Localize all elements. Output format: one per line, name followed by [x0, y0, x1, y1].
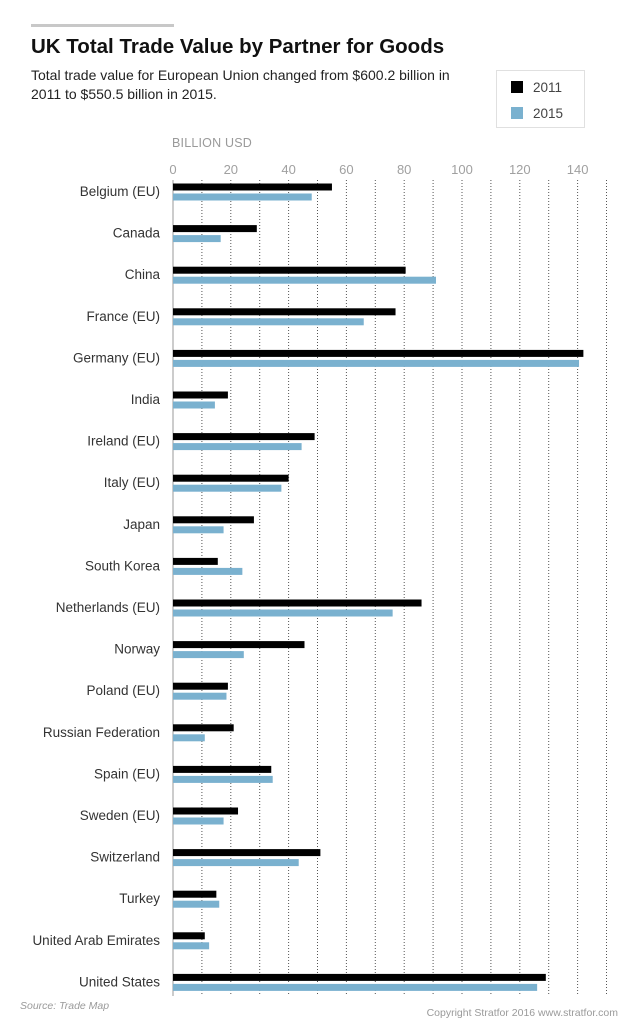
legend-label-2011: 2011 — [533, 79, 563, 95]
category-label: Spain (EU) — [94, 766, 160, 781]
bar-2011 — [173, 433, 315, 441]
bar-2011 — [173, 308, 396, 316]
x-tick-label-120: 120 — [509, 162, 531, 177]
bar-2015 — [173, 193, 312, 201]
bar-2011 — [173, 765, 272, 773]
legend-item-2011: 2011 — [511, 79, 562, 95]
bar-2015 — [173, 235, 221, 243]
category-label: Canada — [113, 226, 161, 241]
bar-2015 — [173, 401, 215, 409]
bar-2011 — [173, 890, 217, 898]
legend-swatch-2015 — [511, 107, 523, 119]
bar-2015 — [173, 609, 393, 617]
top-rule — [31, 24, 174, 27]
bar-2011 — [173, 349, 584, 357]
category-label: Ireland (EU) — [87, 434, 160, 449]
bar-2015 — [173, 692, 227, 700]
copyright-note: Copyright Stratfor 2016 www.stratfor.com — [426, 1007, 618, 1019]
bar-2015 — [173, 775, 273, 783]
x-tick-label-80: 80 — [397, 162, 411, 177]
chart-title: UK Total Trade Value by Partner for Good… — [31, 35, 445, 58]
category-label: Russian Federation — [43, 725, 160, 740]
bar-2015 — [173, 859, 299, 867]
bar-2011 — [173, 516, 254, 524]
legend-label-2015: 2015 — [533, 105, 564, 121]
category-label: Italy (EU) — [104, 475, 160, 490]
category-label: France (EU) — [86, 309, 160, 324]
bar-2011 — [173, 849, 321, 857]
category-label: Turkey — [119, 891, 160, 906]
x-tick-label-0: 0 — [169, 162, 176, 177]
category-label: Norway — [114, 642, 160, 657]
x-tick-label-20: 20 — [224, 162, 238, 177]
source-note: Source: Trade Map — [20, 1000, 110, 1012]
x-tick-label-100: 100 — [451, 162, 473, 177]
bar-2011 — [173, 641, 305, 649]
bar-2011 — [173, 391, 228, 399]
category-label: China — [125, 267, 161, 282]
bar-2011 — [173, 474, 289, 482]
bar-2015 — [173, 526, 224, 534]
bar-2015 — [173, 651, 244, 659]
bar-2011 — [173, 724, 234, 732]
category-label: United States — [79, 974, 160, 989]
bar-2015 — [173, 359, 580, 367]
bar-2015 — [173, 484, 282, 492]
legend-item-2015: 2015 — [511, 105, 563, 121]
bar-2015 — [173, 942, 210, 950]
bar-2015 — [173, 983, 538, 991]
chart-subtitle: Total trade value for European Union cha… — [31, 67, 450, 102]
legend: 2011 2015 — [496, 70, 585, 128]
category-label: United Arab Emirates — [32, 933, 160, 948]
bar-2015 — [173, 567, 243, 575]
bar-2011 — [173, 807, 239, 815]
bar-2011 — [173, 932, 205, 940]
bar-2015 — [173, 276, 436, 284]
x-tick-label-60: 60 — [339, 162, 353, 177]
category-label: Germany (EU) — [73, 350, 160, 365]
x-tick-label-140: 140 — [567, 162, 589, 177]
category-label: Switzerland — [90, 850, 160, 865]
bar-2015 — [173, 900, 220, 908]
bar-2015 — [173, 443, 302, 451]
bar-2011 — [173, 682, 228, 690]
bar-2015 — [173, 318, 364, 326]
category-label: Belgium (EU) — [80, 184, 160, 199]
bar-2011 — [173, 225, 257, 233]
bar-2011 — [173, 973, 546, 981]
bar-2011 — [173, 183, 332, 191]
bar-2011 — [173, 557, 218, 565]
category-label: South Korea — [85, 558, 161, 573]
category-label: Sweden (EU) — [80, 808, 160, 823]
category-label: Poland (EU) — [86, 683, 160, 698]
category-label: Netherlands (EU) — [56, 600, 160, 615]
x-tick-label-40: 40 — [281, 162, 295, 177]
legend-swatch-2011 — [511, 81, 523, 93]
x-axis-unit-label: BILLION USD — [172, 136, 253, 150]
bar-2015 — [173, 734, 205, 742]
bar-2011 — [173, 599, 422, 607]
bar-2015 — [173, 817, 224, 825]
category-label: Japan — [123, 517, 160, 532]
category-label: India — [131, 392, 161, 407]
bar-2011 — [173, 266, 406, 274]
